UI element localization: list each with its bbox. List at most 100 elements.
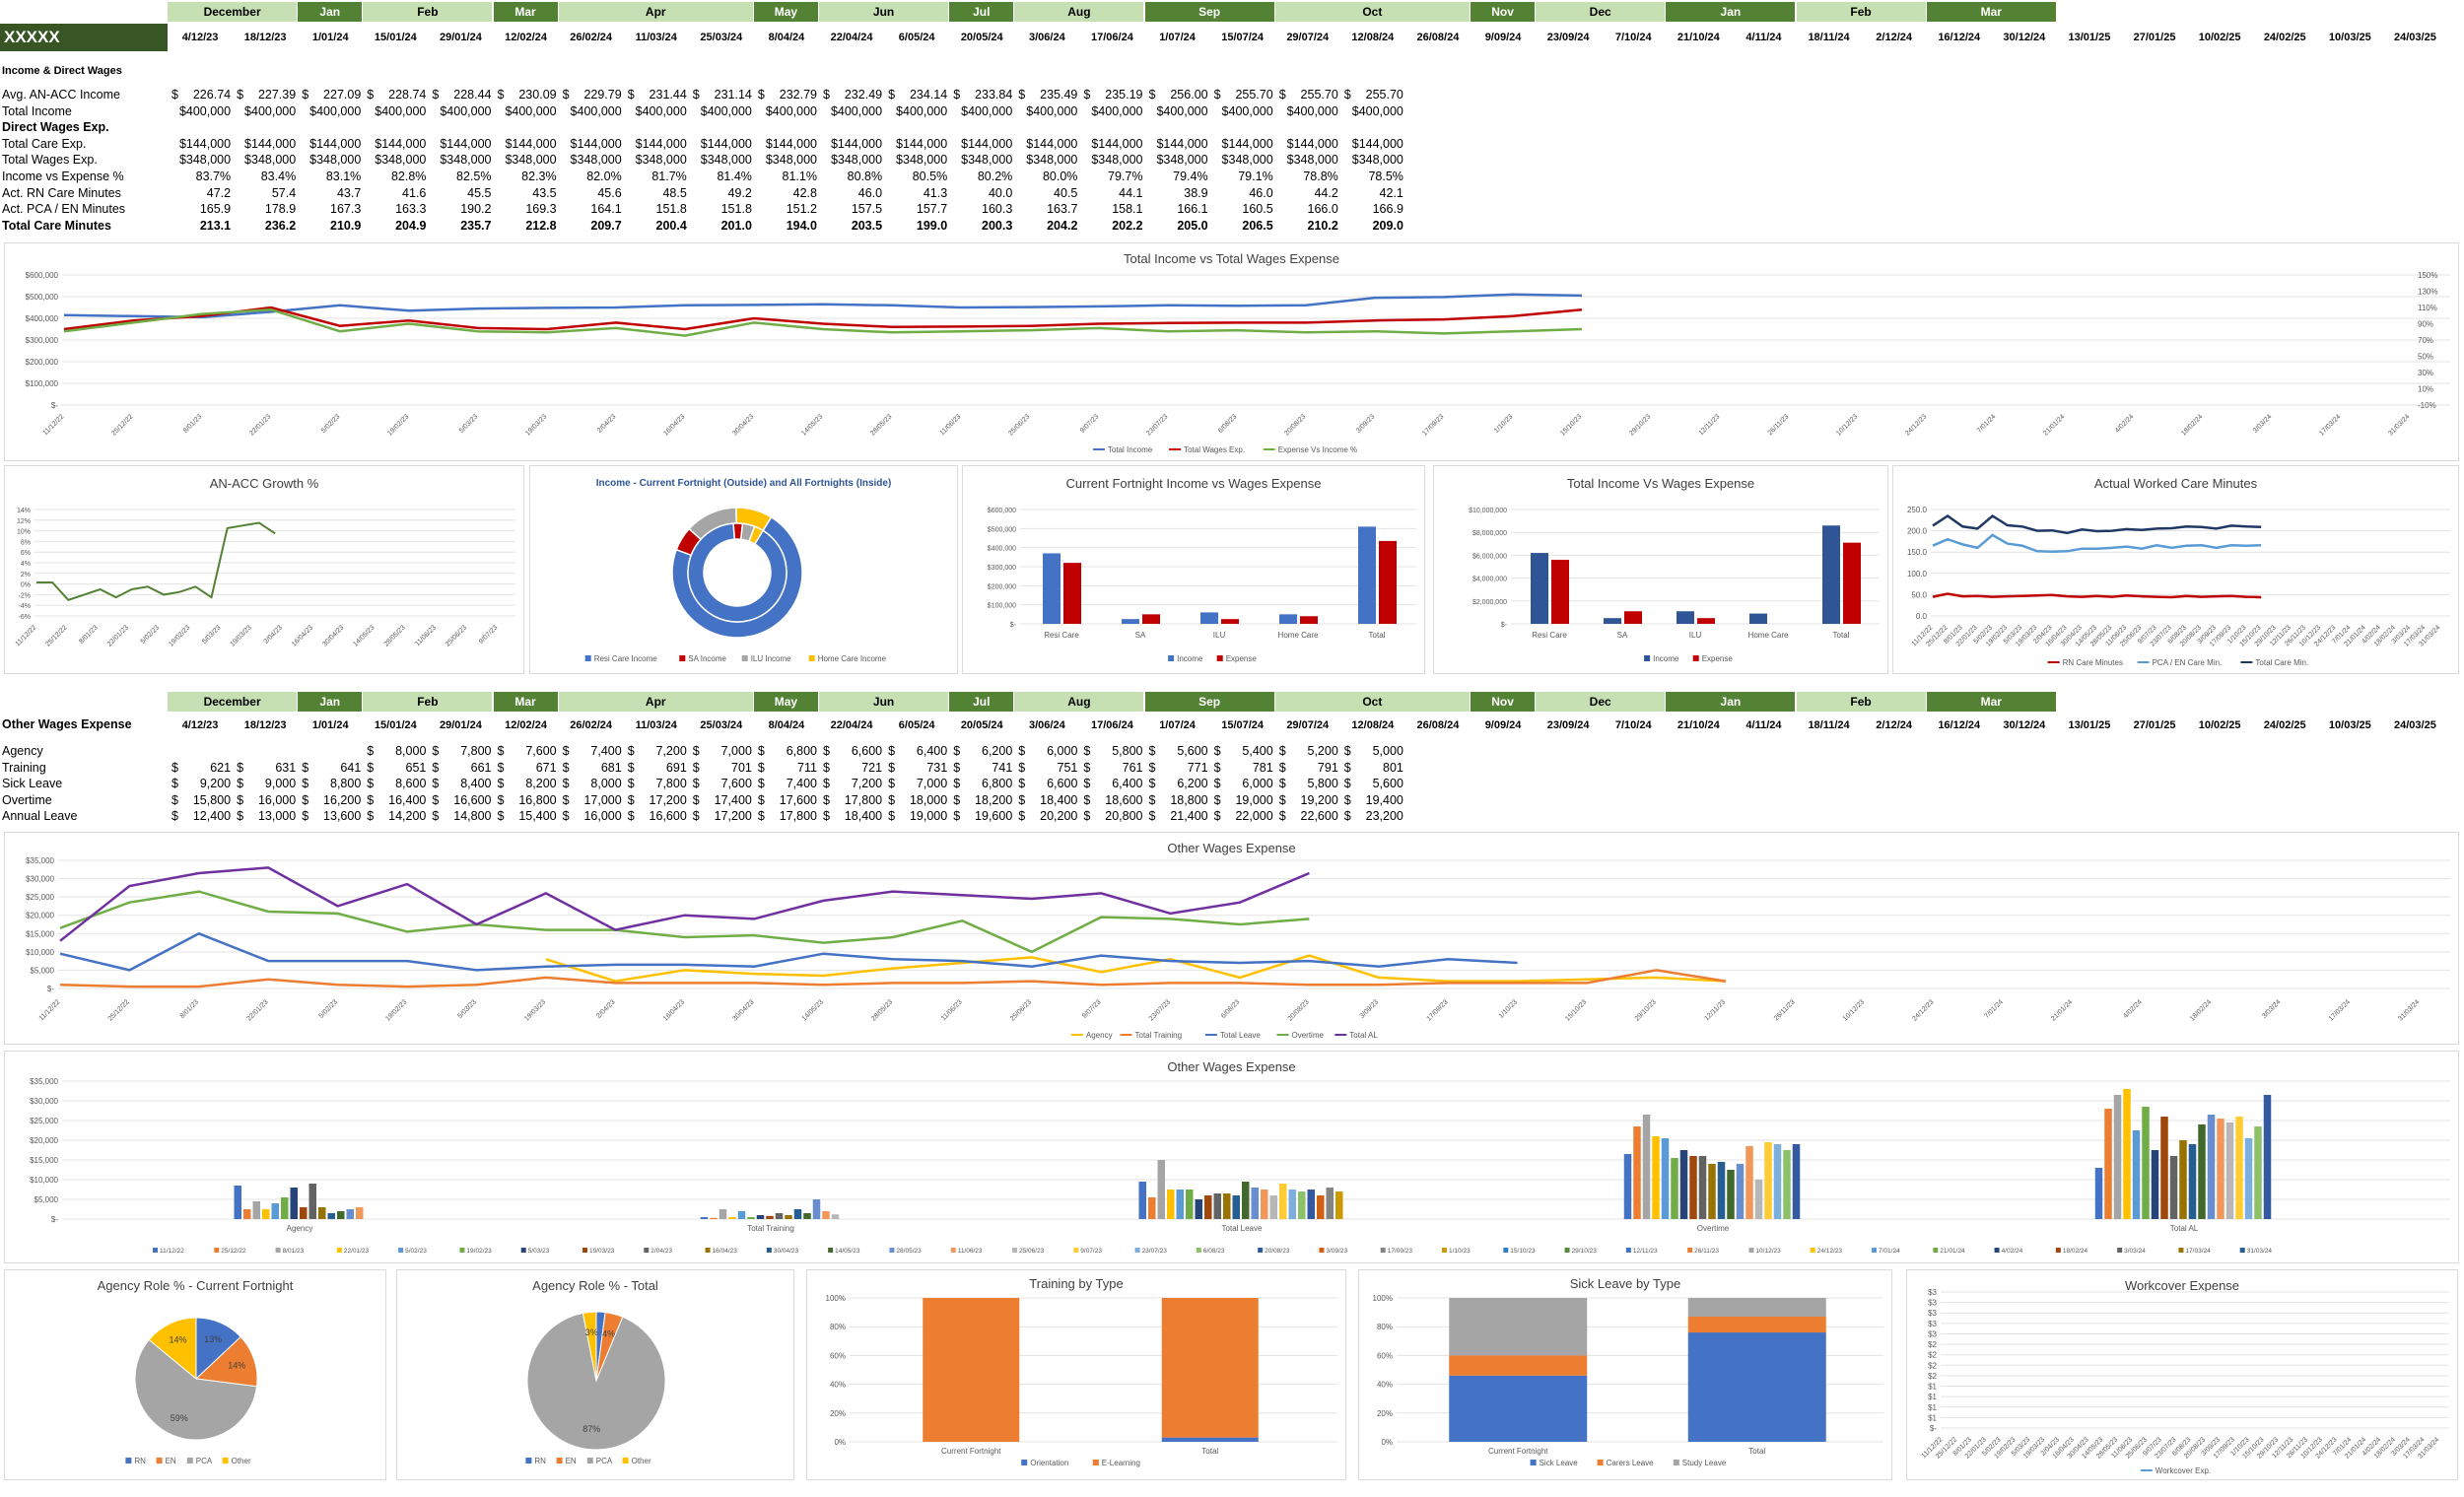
table-cell[interactable]: 78.8% — [1279, 169, 1340, 185]
table-cell[interactable]: $144,000 — [432, 136, 493, 153]
month-header[interactable]: Mar — [493, 2, 558, 22]
table-cell[interactable]: $8,000 — [367, 743, 428, 760]
table-cell[interactable]: $235.49 — [1018, 87, 1079, 103]
table-cell[interactable]: $400,000 — [1344, 103, 1405, 120]
table-cell[interactable]: 169.3 — [498, 201, 559, 218]
table-cell[interactable]: $631 — [237, 760, 298, 777]
table-cell[interactable]: 43.7 — [302, 185, 363, 202]
table-cell[interactable]: 41.3 — [888, 185, 949, 202]
date-header[interactable]: 8/04/24 — [768, 719, 805, 731]
table-cell[interactable]: 42.8 — [758, 185, 819, 202]
month-header[interactable]: Mar — [1926, 692, 2056, 712]
date-header[interactable]: 18/12/23 — [243, 32, 287, 43]
table-cell[interactable]: $400,000 — [237, 103, 298, 120]
table-cell[interactable]: $9,200 — [171, 776, 233, 792]
table-cell[interactable]: 204.2 — [1018, 218, 1079, 235]
month-header[interactable]: Feb — [363, 692, 493, 712]
table-cell[interactable]: $22,000 — [1214, 808, 1275, 825]
table-cell[interactable]: 43.5 — [498, 185, 559, 202]
table-cell[interactable]: $23,200 — [1344, 808, 1405, 825]
table-cell[interactable]: $17,800 — [823, 792, 884, 809]
table-cell[interactable]: $6,600 — [823, 743, 884, 760]
table-cell[interactable]: $229.79 — [563, 87, 624, 103]
table-cell[interactable]: 157.5 — [823, 201, 884, 218]
table-cell[interactable]: $144,000 — [823, 136, 884, 153]
chart-care-minutes[interactable]: Actual Worked Care Minutes 0.0 50.0 100.0 1… — [1892, 465, 2459, 674]
table-cell[interactable]: 200.4 — [628, 218, 689, 235]
table-cell[interactable]: $400,000 — [758, 103, 819, 120]
table-cell[interactable]: $348,000 — [498, 152, 559, 169]
table-cell[interactable]: $18,600 — [1083, 792, 1144, 809]
month-header[interactable]: December — [168, 692, 298, 712]
chart-cf-income-vs-wages[interactable]: Current Fortnight Income vs Wages Expens… — [962, 465, 1425, 674]
date-header[interactable]: 9/09/24 — [1484, 719, 1522, 731]
table-cell[interactable]: $671 — [498, 760, 559, 777]
table-cell[interactable]: $18,400 — [823, 808, 884, 825]
table-cell[interactable]: $400,000 — [1214, 103, 1275, 120]
date-header[interactable]: 24/02/25 — [2263, 719, 2306, 731]
table-cell[interactable]: 166.0 — [1279, 201, 1340, 218]
chart-other-wages-bar[interactable]: Other Wages Expense $- $5,000 $10,000 $15,0… — [4, 1051, 2459, 1263]
table-cell[interactable]: $348,000 — [953, 152, 1014, 169]
table-cell[interactable]: 79.1% — [1214, 169, 1275, 185]
date-header[interactable]: 30/12/24 — [2003, 32, 2046, 43]
table-cell[interactable]: $400,000 — [367, 103, 428, 120]
month-header[interactable]: Apr — [558, 2, 753, 22]
date-header[interactable]: 7/10/24 — [1614, 32, 1652, 43]
table-cell[interactable]: $721 — [823, 760, 884, 777]
table-cell[interactable]: $14,200 — [367, 808, 428, 825]
table-cell[interactable]: $231.44 — [628, 87, 689, 103]
date-header[interactable]: 1/01/24 — [311, 32, 349, 43]
date-header[interactable]: 10/02/25 — [2198, 32, 2241, 43]
table-cell[interactable]: $781 — [1214, 760, 1275, 777]
table-cell[interactable]: $22,600 — [1279, 808, 1340, 825]
table-cell[interactable]: $348,000 — [758, 152, 819, 169]
date-header[interactable]: 18/11/24 — [1808, 719, 1850, 731]
table-cell[interactable]: $6,200 — [953, 743, 1014, 760]
chart-sick-type[interactable]: Sick Leave by Type 0% 20% 40% 60% 80% 100% Cur… — [1358, 1269, 1892, 1480]
table-cell[interactable]: 202.2 — [1083, 218, 1144, 235]
date-header[interactable]: 13/01/25 — [2068, 32, 2111, 43]
table-cell[interactable]: 82.5% — [432, 169, 493, 185]
date-header[interactable]: 4/12/23 — [181, 32, 219, 43]
table-cell[interactable]: $7,600 — [498, 743, 559, 760]
date-header[interactable]: 24/02/25 — [2263, 32, 2306, 43]
table-cell[interactable]: $400,000 — [302, 103, 363, 120]
table-cell[interactable]: $7,000 — [693, 743, 754, 760]
table-cell[interactable]: $144,000 — [237, 136, 298, 153]
date-header[interactable]: 24/03/25 — [2394, 32, 2436, 43]
table-cell[interactable]: $20,800 — [1083, 808, 1144, 825]
chart-agency-total[interactable]: Agency Role % - Total 4% 87% 3% RN EN PCA Othe… — [396, 1269, 794, 1480]
table-cell[interactable]: $144,000 — [1279, 136, 1340, 153]
table-cell[interactable]: 46.0 — [823, 185, 884, 202]
month-header[interactable]: Jan — [1666, 2, 1796, 22]
table-cell[interactable]: $771 — [1149, 760, 1210, 777]
table-cell[interactable]: 235.7 — [432, 218, 493, 235]
table-cell[interactable]: $17,000 — [563, 792, 624, 809]
table-cell[interactable]: $348,000 — [432, 152, 493, 169]
date-header[interactable]: 21/10/24 — [1677, 719, 1720, 731]
date-header[interactable]: 9/09/24 — [1484, 32, 1522, 43]
table-cell[interactable]: 166.1 — [1149, 201, 1210, 218]
date-header[interactable]: 27/01/25 — [2133, 32, 2176, 43]
table-cell[interactable]: 160.5 — [1214, 201, 1275, 218]
month-header[interactable]: Oct — [1274, 692, 1470, 712]
table-cell[interactable]: $691 — [628, 760, 689, 777]
table-cell[interactable]: 81.7% — [628, 169, 689, 185]
table-cell[interactable]: $144,000 — [1083, 136, 1144, 153]
date-header[interactable]: 18/11/24 — [1808, 32, 1850, 43]
date-header[interactable]: 26/08/24 — [1416, 719, 1460, 731]
month-header[interactable]: Oct — [1274, 2, 1470, 22]
table-cell[interactable]: $7,600 — [693, 776, 754, 792]
table-cell[interactable]: $5,000 — [1344, 743, 1405, 760]
table-cell[interactable]: $12,400 — [171, 808, 233, 825]
table-cell[interactable]: $144,000 — [1214, 136, 1275, 153]
month-header[interactable]: December — [168, 2, 298, 22]
table-cell[interactable]: $227.09 — [302, 87, 363, 103]
table-cell[interactable]: $348,000 — [171, 152, 233, 169]
table-cell[interactable]: $228.74 — [367, 87, 428, 103]
date-header[interactable]: 2/12/24 — [1876, 32, 1912, 43]
table-cell[interactable]: $348,000 — [237, 152, 298, 169]
table-cell[interactable]: $16,000 — [237, 792, 298, 809]
date-header[interactable]: 11/03/24 — [635, 32, 677, 43]
